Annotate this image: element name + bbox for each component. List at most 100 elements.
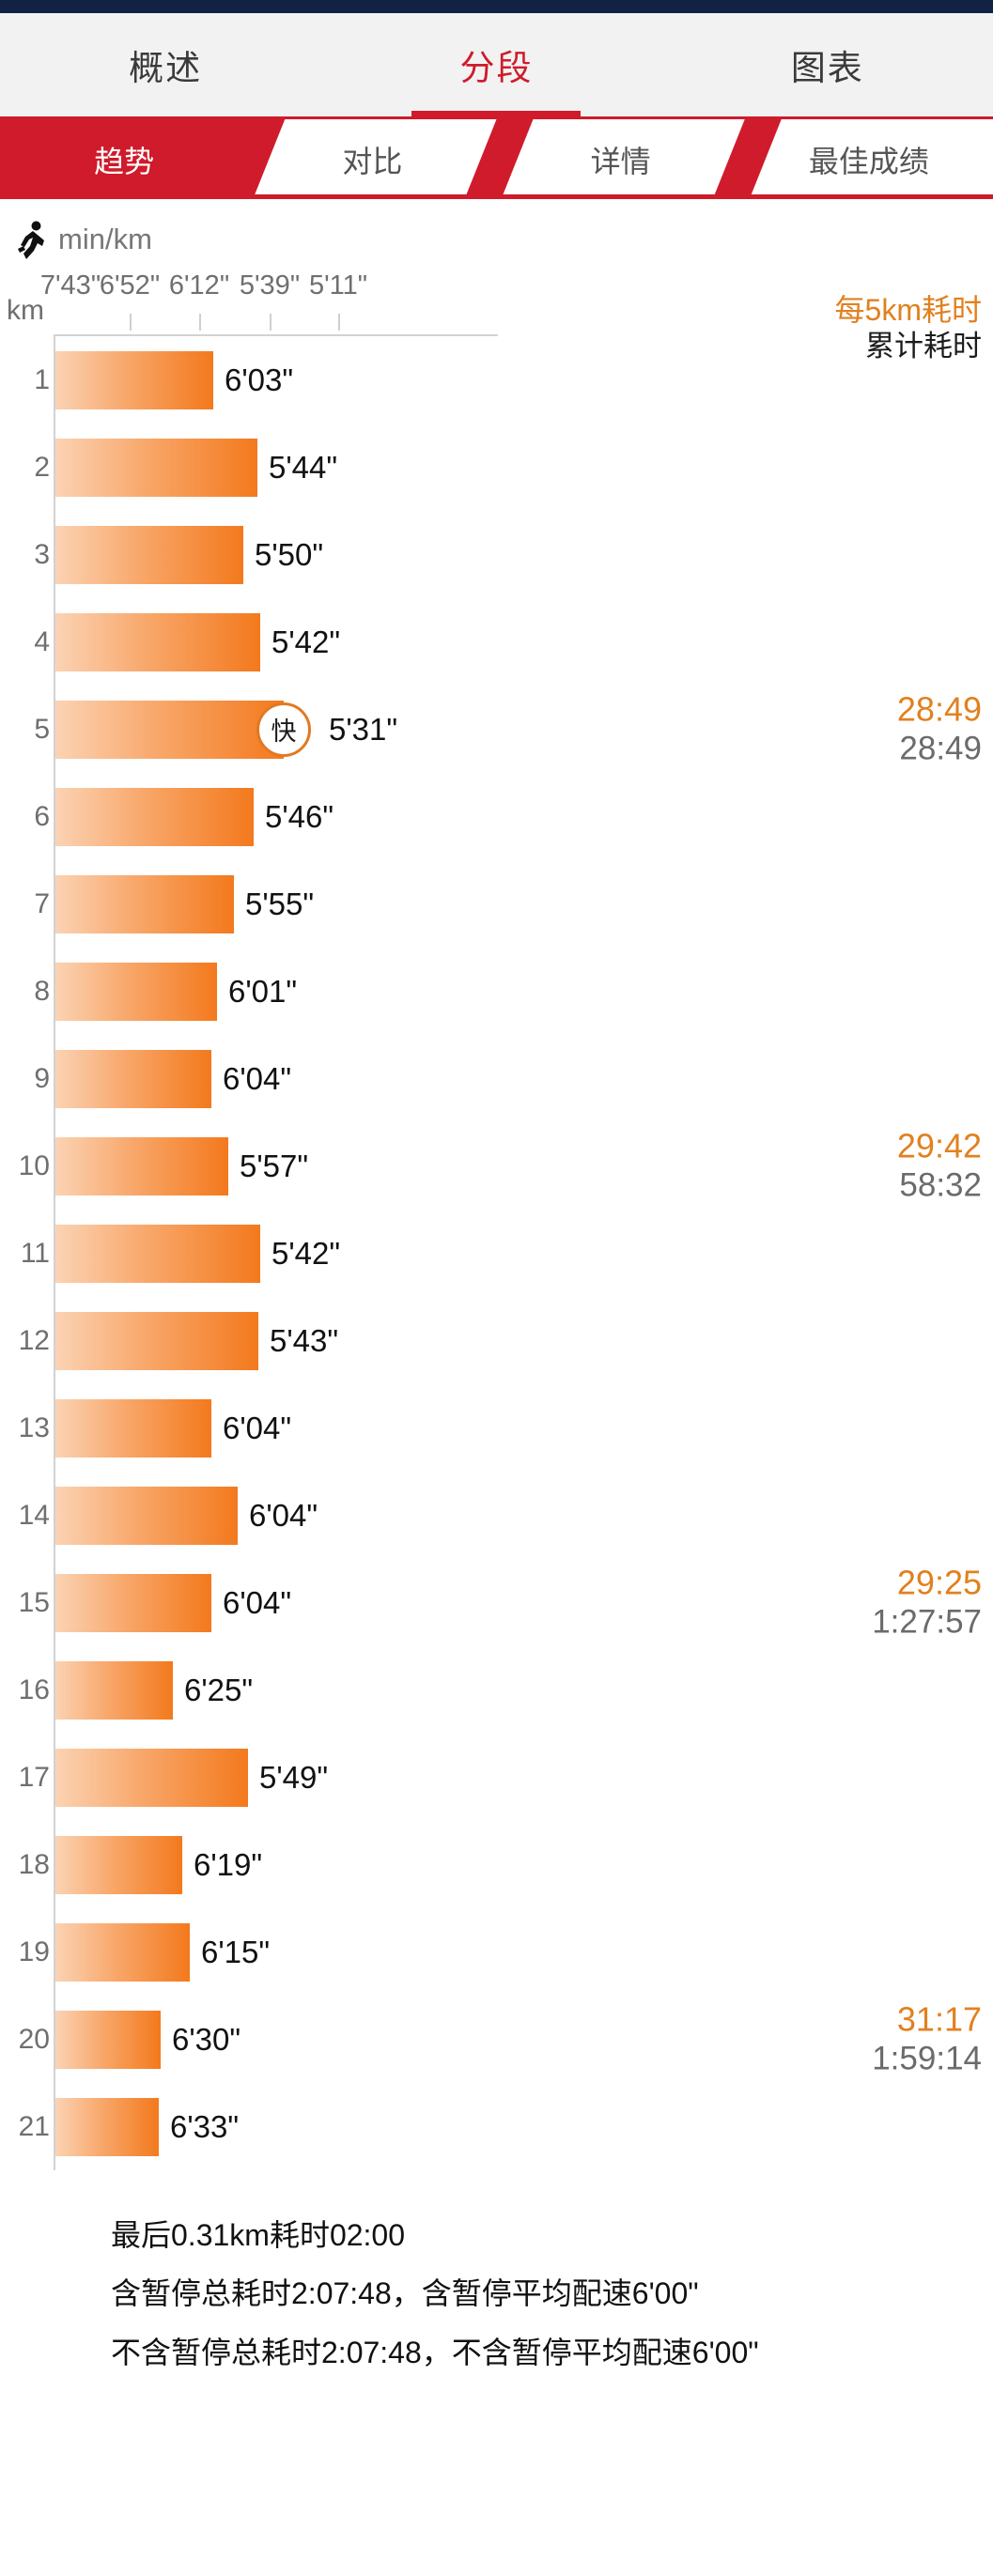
chart-bar[interactable] — [55, 700, 284, 759]
secondary-tab-compare-shape — [253, 119, 496, 199]
x-axis-tick-label: 5'11" — [308, 270, 368, 301]
primary-tab-overview-label: 概述 — [129, 49, 203, 87]
bar-value-label: 6'33" — [170, 2108, 240, 2144]
chart-bar[interactable] — [55, 1922, 190, 1982]
secondary-tab-bar: 趋势 对比 详情 最佳成绩 — [0, 119, 993, 199]
chart-bar-row[interactable]: 12 5'43" — [19, 1297, 498, 1384]
chart-bar[interactable] — [55, 612, 260, 671]
secondary-tab-best-shape — [749, 119, 993, 199]
bar-km-label: 14 — [18, 1499, 50, 1531]
fastest-split-badge[interactable]: 快 — [256, 702, 311, 757]
bar-km-label: 2 — [34, 451, 50, 483]
secondary-tab-trend-label: 趋势 — [94, 144, 155, 178]
chart-bar-row[interactable]: 15 6'04" 29:25 1:27:57 — [19, 1559, 982, 1646]
chart-bar-row[interactable]: 19 6'15" — [19, 1908, 498, 1996]
chart-bar[interactable] — [55, 525, 243, 584]
chart-bar[interactable] — [55, 787, 254, 846]
chart-bar-row[interactable]: 2 5'44" — [34, 424, 498, 511]
chart-bar-row[interactable]: 3 5'50" — [34, 511, 498, 598]
bar-value-label: 5'43" — [270, 1322, 339, 1358]
primary-tab-overview[interactable]: 概述 — [0, 13, 331, 116]
chart-bar-row[interactable]: 4 5'42" — [34, 598, 498, 686]
bar-value-label: 6'04" — [223, 1584, 292, 1620]
chart-plot-area: km 1 6'03" 2 5'44" 3 5'50" 4 5'42" 5 5'31" 快 28:49 2… — [7, 295, 982, 2170]
chart-bar-row[interactable]: 9 6'04" — [34, 1035, 498, 1122]
x-axis-tick-mark — [270, 314, 272, 331]
chart-bar[interactable] — [55, 1398, 211, 1458]
bar-value-label: 6'01" — [228, 973, 298, 1009]
split-time: 28:49 — [896, 689, 982, 729]
x-axis-tick-label: 6'52" — [99, 270, 161, 301]
bar-km-label: 8 — [34, 975, 50, 1007]
chart-bar-row[interactable]: 20 6'30" 31:17 1:59:14 — [19, 1996, 982, 2083]
bar-value-label: 5'55" — [245, 886, 315, 921]
primary-tab-charts-label: 图表 — [790, 49, 864, 87]
bar-value-label: 6'04" — [223, 1060, 292, 1096]
chart-bar[interactable] — [55, 438, 257, 497]
bar-km-label: 17 — [18, 1761, 50, 1793]
bar-km-label: 9 — [34, 1062, 50, 1094]
bar-km-label: 13 — [18, 1411, 50, 1443]
split-summary-cell: 29:25 1:27:57 — [872, 1562, 982, 1643]
bar-km-label: 11 — [20, 1237, 50, 1269]
secondary-tab-compare[interactable]: 对比 — [248, 119, 496, 199]
chart-bar[interactable] — [55, 1660, 173, 1720]
chart-bar[interactable] — [55, 1573, 211, 1632]
y-axis-caption: km — [7, 295, 44, 326]
unit-label: min/km — [58, 223, 152, 255]
unit-header: min/km — [0, 212, 993, 267]
secondary-tab-best[interactable]: 最佳成绩 — [745, 119, 993, 199]
x-axis-tick-labels: 7'43" 6'52" 6'12" 5'39" 5'11" — [0, 270, 993, 314]
chart-bar[interactable] — [55, 874, 234, 933]
chart-bar[interactable] — [55, 1835, 182, 1894]
x-axis-tick-marks — [0, 314, 993, 334]
chart-bar-row[interactable]: 6 5'46" — [34, 773, 498, 860]
chart-bar-row[interactable]: 8 6'01" — [34, 948, 498, 1035]
chart-bar-row[interactable]: 10 5'57" 29:42 58:32 — [19, 1122, 982, 1210]
chart-bar-row[interactable]: 7 5'55" — [34, 860, 498, 948]
bar-km-label: 4 — [34, 625, 50, 657]
bar-value-label: 6'04" — [249, 1497, 318, 1533]
chart-bar[interactable] — [55, 2010, 161, 2069]
chart-bar-row[interactable]: 14 6'04" — [19, 1472, 498, 1559]
bar-km-label: 1 — [34, 363, 50, 395]
secondary-tab-details[interactable]: 详情 — [497, 119, 745, 199]
footer-line-with-pause: 含暂停总耗时2:07:48，含暂停平均配速6'00" — [111, 2276, 699, 2311]
primary-tab-splits-label: 分段 — [459, 49, 534, 87]
split-time: 31:17 — [896, 1999, 982, 2039]
chart-bar[interactable] — [55, 1224, 260, 1283]
chart-bar[interactable] — [55, 962, 217, 1021]
split-summary-cell: 29:42 58:32 — [897, 1125, 982, 1207]
primary-tab-splits[interactable]: 分段 — [331, 13, 661, 116]
chart-bar-row[interactable]: 11 5'42" — [21, 1210, 498, 1297]
chart-bar[interactable] — [55, 1311, 258, 1370]
chart-legend: 每5km耗时 累计耗时 — [835, 291, 982, 365]
chart-bar-row[interactable]: 17 5'49" — [19, 1734, 498, 1821]
chart-bar[interactable] — [55, 350, 213, 409]
cumulative-time: 28:49 — [899, 731, 982, 768]
bar-km-label: 15 — [18, 1586, 50, 1618]
chart-bar[interactable] — [55, 1049, 211, 1108]
chart-bar-row[interactable]: 13 6'04" — [19, 1384, 498, 1472]
chart-bar-row[interactable]: 5 5'31" 快 28:49 28:49 — [34, 686, 982, 773]
chart-bar-row[interactable]: 21 6'33" — [19, 2083, 498, 2170]
chart-bar[interactable] — [55, 1486, 238, 1545]
chart-bar[interactable] — [55, 1748, 248, 1807]
cumulative-time: 1:59:14 — [872, 2041, 982, 2078]
chart-bar-row[interactable]: 18 6'19" — [19, 1821, 498, 1908]
bar-km-label: 7 — [34, 887, 50, 919]
bar-value-label: 5'50" — [255, 536, 324, 572]
primary-tab-charts[interactable]: 图表 — [662, 13, 993, 116]
chart-bar-row[interactable]: 1 6'03" — [34, 336, 498, 424]
cumulative-time: 1:27:57 — [872, 1604, 982, 1642]
chart-bar[interactable] — [55, 2097, 159, 2156]
chart-bar[interactable] — [55, 1136, 228, 1195]
footer-line-without-pause: 不含暂停总耗时2:07:48，不含暂停平均配速6'00" — [111, 2335, 759, 2369]
cumulative-time: 58:32 — [899, 1167, 982, 1205]
secondary-tab-best-label: 最佳成绩 — [808, 144, 929, 178]
secondary-tab-trend[interactable]: 趋势 — [0, 119, 248, 199]
secondary-tab-compare-label: 对比 — [342, 144, 403, 178]
status-bar — [0, 0, 993, 13]
chart-bar-row[interactable]: 16 6'25" — [19, 1646, 498, 1734]
split-time: 29:25 — [896, 1563, 982, 1602]
